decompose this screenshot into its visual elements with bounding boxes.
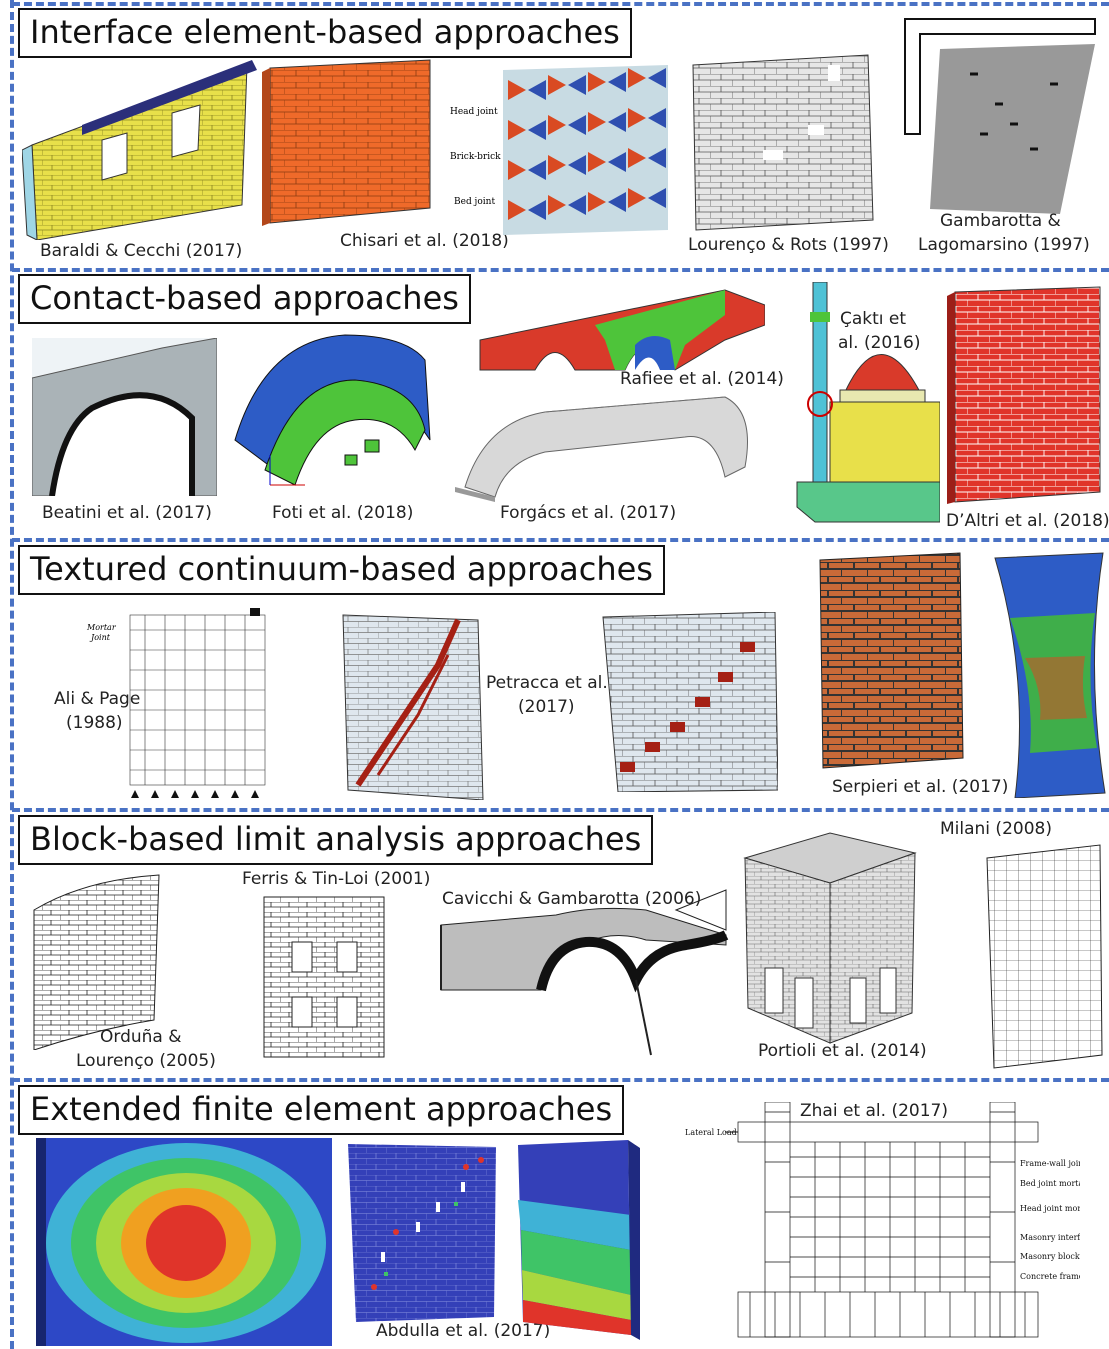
figure-daltri-wall: [945, 282, 1105, 507]
caption-orduna-1: Orduña &: [100, 1026, 182, 1048]
section-separator: [12, 2, 1109, 6]
figure-serpieri-wall-brick: [815, 548, 965, 773]
figure-abdulla-wall-3d: [513, 1140, 640, 1340]
caption-daltri: D’Altri et al. (2018): [946, 510, 1109, 532]
figure-abdulla-wall: [346, 1142, 498, 1324]
label-lateral-load: Lateral Load: [685, 1128, 737, 1137]
caption-lourenco-rots: Lourenço & Rots (1997): [688, 234, 889, 256]
caption-petracca-2: (2017): [518, 696, 575, 718]
caption-portioli: Portioli et al. (2014): [758, 1040, 927, 1062]
caption-cakti-2: al. (2016): [838, 332, 920, 354]
caption-ferris: Ferris & Tin-Loi (2001): [242, 868, 430, 890]
figure-chisari-wall: [260, 58, 435, 228]
section-separator: [12, 808, 1109, 812]
caption-forgacs: Forgács et al. (2017): [500, 502, 676, 524]
caption-cakti-1: Çaktı et: [840, 308, 906, 330]
figure-gambarotta-wall: [900, 14, 1100, 214]
figure-rafiee-bridge: [475, 285, 765, 375]
section-title-contact: Contact-based approaches: [18, 274, 471, 324]
figure-portioli-building: [740, 828, 920, 1048]
label-brick-brick: Brick-brick: [450, 152, 501, 162]
caption-baraldi: Baraldi & Cecchi (2017): [40, 240, 242, 262]
figure-forgacs-vault: [455, 392, 755, 502]
label-masonry-interface: Masonry interface: [1020, 1233, 1080, 1242]
label-bed-joint-mortar: Bed joint mortar: [1020, 1179, 1080, 1188]
figure-ferris-wall: [262, 892, 392, 1062]
caption-gambarotta-1: Gambarotta &: [940, 210, 1061, 232]
figure-lourenco-wall: [688, 50, 878, 235]
caption-milani: Milani (2008): [940, 818, 1052, 840]
caption-alipage-1: Ali & Page: [54, 688, 140, 710]
caption-foti: Foti et al. (2018): [272, 502, 413, 524]
section-separator: [12, 268, 1109, 272]
section-separator: [12, 538, 1109, 542]
figure-petracca-wall-3d: [338, 605, 488, 800]
caption-petracca-1: Petracca et al.: [486, 672, 608, 694]
label-head-joint: Head joint: [450, 107, 498, 117]
section-separator: [12, 1078, 1109, 1082]
section-title-textured: Textured continuum-based approaches: [18, 545, 665, 595]
caption-rafiee: Rafiee et al. (2014): [620, 368, 784, 390]
caption-orduna-2: Lourenço (2005): [76, 1050, 216, 1072]
label-frame-wall-joint-mortar: Frame-wall joint mortar: [1020, 1159, 1080, 1168]
figure-milani-wall: [982, 840, 1106, 1072]
section-title-limit-analysis: Block-based limit analysis approaches: [18, 815, 653, 865]
figure-xfem-contour-wall: [36, 1138, 332, 1346]
caption-gambarotta-2: Lagomarsino (1997): [918, 234, 1090, 256]
caption-serpieri: Serpieri et al. (2017): [832, 776, 1008, 798]
label-mortar: Mortar: [86, 623, 117, 632]
figure-petracca-wall-2d: [600, 612, 778, 792]
caption-alipage-2: (1988): [66, 712, 123, 734]
figure-interface-triangles: Head joint Brick-brick Bed joint: [448, 60, 673, 240]
left-border: [10, 0, 14, 1349]
caption-beatini: Beatini et al. (2017): [42, 502, 212, 524]
label-bed-joint: Bed joint: [454, 197, 495, 207]
figure-serpieri-wall-contour: [985, 548, 1109, 798]
figure-foti-vault: [225, 320, 445, 495]
label-joint: Joint: [89, 633, 111, 642]
figure-zhai-frame: Lateral Load Frame-wall joint mortar Bed…: [680, 1102, 1080, 1342]
label-concrete-frame: Concrete frame: [1020, 1272, 1080, 1281]
figure-cavicchi-arch: [436, 880, 736, 1070]
label-masonry-block: Masonry block: [1020, 1252, 1080, 1261]
figure-beatini-arch: [32, 338, 217, 496]
figure-orduna-wall: [24, 870, 164, 1050]
section-title-interface: Interface element-based approaches: [18, 8, 632, 58]
figure-baraldi-wall: [22, 55, 262, 240]
section-title-xfem: Extended finite element approaches: [18, 1085, 624, 1135]
label-head-joint-mortar: Head joint mortar: [1020, 1204, 1080, 1213]
